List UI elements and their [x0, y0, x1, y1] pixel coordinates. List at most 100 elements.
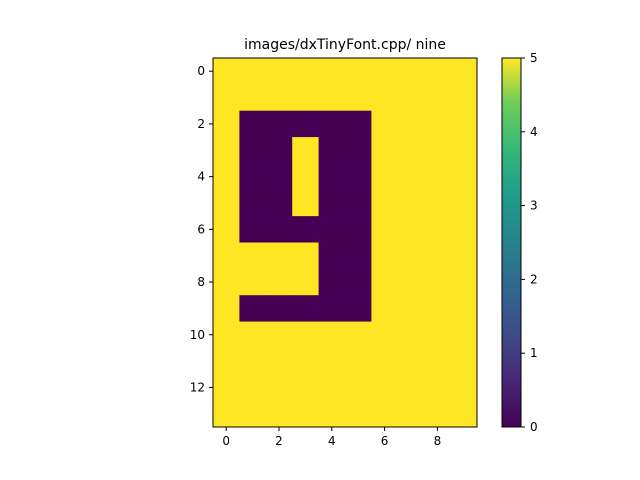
heatmap-cell	[345, 163, 372, 191]
heatmap-cell	[239, 295, 267, 322]
colorbar-tick-label: 5	[530, 51, 538, 65]
heatmap-cell	[450, 295, 478, 322]
heatmap-cell	[292, 216, 319, 243]
heatmap-cell	[345, 268, 372, 296]
heatmap-cell	[292, 268, 319, 296]
heatmap-cell	[318, 400, 346, 428]
heatmap-cell	[318, 295, 346, 322]
y-tick-label: 4	[197, 170, 205, 184]
heatmap-cell	[213, 400, 240, 428]
heatmap-cell	[292, 400, 319, 428]
heatmap-cell	[239, 268, 267, 296]
heatmap-cell	[371, 189, 399, 217]
heatmap-cell	[345, 216, 372, 243]
heatmap-cell	[292, 84, 319, 112]
y-tick-label: 0	[197, 64, 205, 78]
heatmap-cell	[371, 321, 399, 349]
heatmap-cell	[371, 242, 399, 270]
heatmap-cell	[239, 242, 267, 270]
heatmap-cell	[213, 110, 240, 138]
heatmap-cell	[397, 137, 425, 164]
heatmap-cell	[292, 374, 319, 402]
heatmap-cell	[371, 374, 399, 402]
heatmap-cell	[345, 242, 372, 270]
heatmap-cell	[213, 295, 240, 322]
heatmap-cell	[292, 295, 319, 322]
heatmap-cell	[424, 137, 451, 164]
heatmap-cell	[371, 58, 399, 85]
heatmap-cell	[345, 58, 372, 85]
x-axis: 0 2 4 6 8	[222, 427, 441, 448]
heatmap-cell	[318, 268, 346, 296]
heatmap-cell	[450, 347, 478, 375]
heatmap-cell	[424, 321, 451, 349]
heatmap-cell	[318, 137, 346, 164]
heatmap-cell	[371, 110, 399, 138]
heatmap-cell	[424, 268, 451, 296]
heatmap-cell	[397, 110, 425, 138]
heatmap-cell	[397, 84, 425, 112]
heatmap-cell	[213, 268, 240, 296]
heatmap-cell	[397, 268, 425, 296]
heatmap-cell	[292, 242, 319, 270]
heatmap-cell	[397, 374, 425, 402]
heatmap-cell	[292, 321, 319, 349]
heatmap-cell	[265, 137, 293, 164]
heatmap-cell	[424, 189, 451, 217]
heatmap-cell	[450, 84, 478, 112]
colorbar-axis: 0 1 2 3 4 5	[521, 51, 538, 434]
heatmap-cell	[239, 347, 267, 375]
y-axis: 0 2 4 6 8 10 12	[190, 64, 213, 394]
heatmap-cell	[265, 374, 293, 402]
heatmap-cell	[265, 295, 293, 322]
heatmap-cell	[318, 242, 346, 270]
heatmap-cell	[397, 347, 425, 375]
heatmap-cell	[345, 189, 372, 217]
heatmap-cell	[371, 268, 399, 296]
heatmap-cell	[345, 374, 372, 402]
heatmap-cell	[239, 84, 267, 112]
heatmap-cell	[239, 58, 267, 85]
heatmap-cell	[450, 58, 478, 85]
heatmap-cell	[292, 58, 319, 85]
heatmap-cell	[292, 110, 319, 138]
heatmap-cell	[371, 216, 399, 243]
heatmap-cell	[397, 189, 425, 217]
heatmap-cell	[345, 137, 372, 164]
plot-frame	[212, 57, 478, 428]
heatmap-cell	[424, 242, 451, 270]
heatmap-cell	[318, 84, 346, 112]
heatmap-cell	[345, 321, 372, 349]
heatmap-cell	[397, 242, 425, 270]
heatmap-cell	[371, 347, 399, 375]
heatmap-cell	[239, 374, 267, 402]
heatmap-cell	[397, 58, 425, 85]
heatmap-cell	[265, 400, 293, 428]
heatmap-cell	[265, 216, 293, 243]
x-tick-label: 4	[328, 434, 336, 448]
heatmap-cell	[318, 216, 346, 243]
heatmap-cell	[292, 189, 319, 217]
heatmap-cell	[450, 137, 478, 164]
heatmap-cell	[265, 189, 293, 217]
heatmap-cell	[292, 163, 319, 191]
heatmap-cell	[265, 321, 293, 349]
colorbar-tick-label: 4	[530, 125, 538, 139]
heatmap-cell	[397, 163, 425, 191]
x-tick-label: 6	[381, 434, 389, 448]
chart-title: images/dxTinyFont.cpp/ nine	[244, 37, 446, 53]
heatmap-cell	[318, 163, 346, 191]
heatmap-cell	[318, 189, 346, 217]
heatmap-cell	[424, 347, 451, 375]
colorbar-tick-label: 2	[530, 272, 538, 286]
heatmap-cell	[239, 137, 267, 164]
heatmap-cell	[424, 400, 451, 428]
heatmap-cell	[213, 163, 240, 191]
heatmap-cell	[239, 321, 267, 349]
heatmap-cell	[424, 84, 451, 112]
heatmap-cell	[424, 374, 451, 402]
y-tick-label: 8	[197, 275, 205, 289]
heatmap-cell	[450, 400, 478, 428]
heatmap-cell	[318, 374, 346, 402]
